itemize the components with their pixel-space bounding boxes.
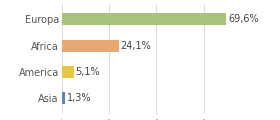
Bar [62,66,74,78]
Text: 24,1%: 24,1% [121,41,151,51]
Text: 69,6%: 69,6% [228,14,259,24]
Bar [62,40,119,52]
Text: 1,3%: 1,3% [67,93,91,103]
Bar [62,92,65,104]
Bar [62,13,227,25]
Text: 5,1%: 5,1% [76,67,100,77]
